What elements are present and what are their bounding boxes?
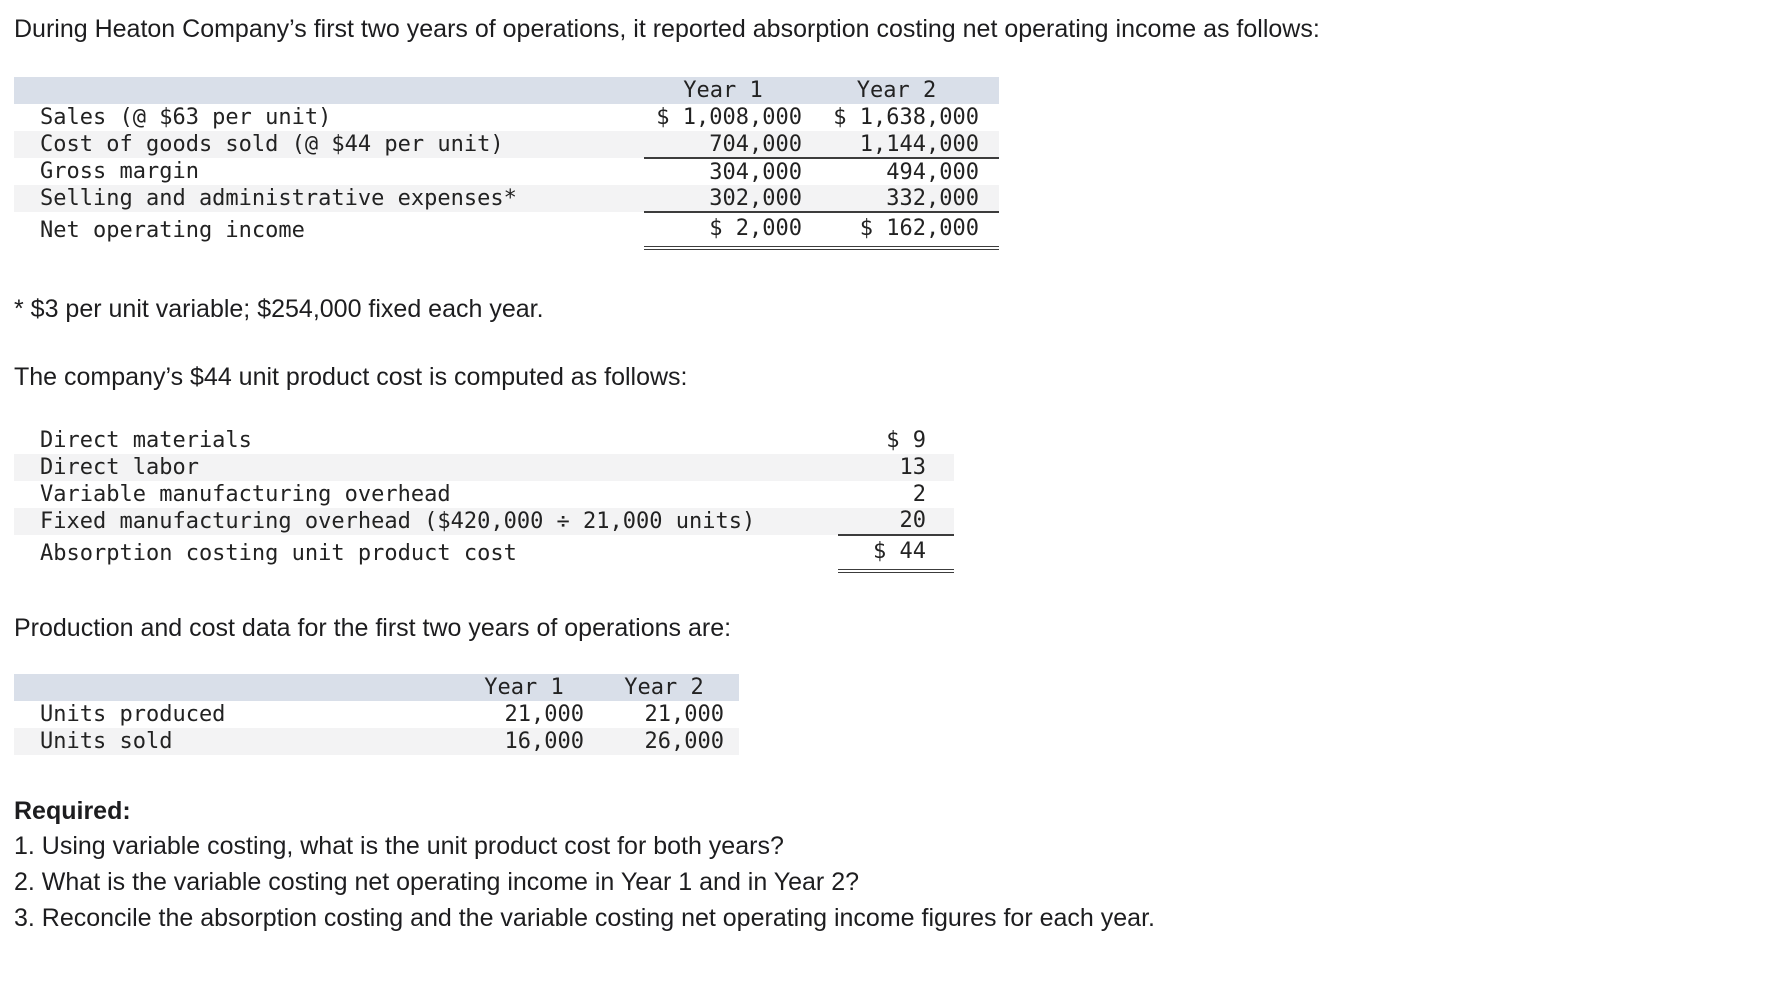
row-year2-value: $ 1,638,000	[833, 105, 979, 131]
row-label: Sales (@ $63 per unit)	[40, 105, 332, 131]
row-label: Absorption costing unit product cost	[40, 540, 517, 566]
required-title: Required:	[14, 797, 131, 825]
table-row-variable-overhead: Variable manufacturing overhead 2	[14, 481, 954, 508]
table-row-direct-labor: Direct labor 13	[14, 453, 954, 481]
production-data-table: Year 1 Year 2 Units produced 21,000 21,0…	[14, 674, 739, 755]
table-row-absorption-unit-cost: Absorption costing unit product cost $ 4…	[14, 534, 954, 573]
row-year1-value: 302,000	[644, 185, 814, 214]
income-header-year1: Year 1	[644, 77, 814, 105]
unit-product-cost-table: Direct materials $ 9 Direct labor 13 Var…	[14, 427, 954, 573]
row-label: Selling and administrative expenses*	[14, 185, 644, 213]
row-year2-value: $ 162,000	[814, 212, 999, 251]
row-label: Variable manufacturing overhead	[40, 481, 451, 507]
row-amount: $ 44	[838, 534, 954, 573]
row-year2-value: 21,000	[644, 702, 724, 727]
row-label: Units produced	[40, 702, 226, 727]
table-row-units-produced: Units produced 21,000 21,000	[14, 701, 739, 728]
row-year2-value: 494,000	[886, 159, 979, 185]
row-year1-value: 16,000	[464, 728, 604, 755]
table-row-net-operating-income: Net operating income $ 2,000 $ 162,000	[14, 212, 999, 251]
table-row-sales: Sales (@ $63 per unit) $ 1,008,000 $ 1,6…	[14, 104, 999, 131]
row-label: Net operating income	[40, 218, 305, 244]
row-amount: 20	[838, 507, 954, 536]
table-row-cogs: Cost of goods sold (@ $44 per unit) 704,…	[14, 131, 999, 160]
required-item-3: 3. Reconcile the absorption costing and …	[14, 904, 1155, 932]
footnote-text: * $3 per unit variable; $254,000 fixed e…	[14, 295, 544, 324]
table-row-gross-margin: Gross margin 304,000 494,000	[14, 158, 999, 185]
production-header-year2: Year 2	[604, 674, 739, 701]
row-label: Cost of goods sold (@ $44 per unit)	[14, 131, 644, 159]
row-year1-value: $ 1,008,000	[656, 105, 802, 131]
row-year1-value: $ 2,000	[644, 212, 814, 251]
table-row-selling-admin: Selling and administrative expenses* 302…	[14, 185, 999, 214]
row-year2-value: 26,000	[604, 728, 739, 755]
row-year2-value: 332,000	[814, 185, 999, 214]
row-amount: $ 9	[886, 427, 926, 453]
row-year2-value: 1,144,000	[814, 131, 999, 160]
row-year1-value: 304,000	[709, 159, 802, 185]
unit-cost-intro-text: The company’s $44 unit product cost is c…	[14, 362, 688, 391]
row-year1-value: 21,000	[504, 702, 584, 727]
income-header-year2: Year 2	[814, 77, 999, 105]
production-intro-text: Production and cost data for the first t…	[14, 613, 732, 642]
required-item-2: 2. What is the variable costing net oper…	[14, 868, 860, 896]
problem-page: During Heaton Company’s first two years …	[14, 15, 1772, 934]
row-label: Gross margin	[40, 159, 199, 185]
absorption-income-table: Year 1 Year 2 Sales (@ $63 per unit) $ 1…	[14, 77, 999, 251]
table-row-units-sold: Units sold 16,000 26,000	[14, 728, 739, 755]
row-label: Direct materials	[40, 427, 252, 453]
production-header-year1: Year 1	[464, 674, 604, 701]
income-header-blank	[14, 77, 644, 105]
row-amount: 2	[912, 481, 926, 507]
row-label: Units sold	[14, 728, 464, 755]
row-amount: 13	[838, 453, 954, 481]
row-label: Fixed manufacturing overhead ($420,000 ÷…	[14, 507, 838, 535]
required-item-1: 1. Using variable costing, what is the u…	[14, 832, 784, 860]
production-table-header-row: Year 1 Year 2	[14, 674, 739, 701]
required-section: Required: 1. Using variable costing, wha…	[14, 797, 1772, 934]
production-header-blank	[14, 674, 464, 701]
table-row-fixed-overhead: Fixed manufacturing overhead ($420,000 ÷…	[14, 507, 954, 536]
row-label: Direct labor	[14, 453, 838, 481]
income-table-header-row: Year 1 Year 2	[14, 77, 999, 105]
intro-text: During Heaton Company’s first two years …	[14, 15, 1320, 43]
row-year1-value: 704,000	[644, 131, 814, 160]
table-row-direct-materials: Direct materials $ 9	[14, 427, 954, 454]
